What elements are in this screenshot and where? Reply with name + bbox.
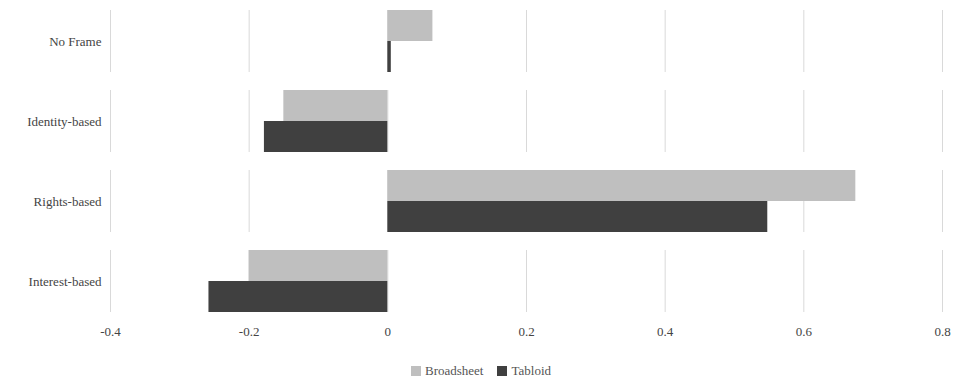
html-text:Broadsheet: Broadsheet: [425, 363, 484, 378]
svg-text:-0.4: -0.4: [100, 324, 121, 339]
svg-text:Identity-based: Identity-based: [27, 114, 102, 129]
svg-text:No Frame: No Frame: [49, 34, 102, 49]
svg-text:0.6: 0.6: [796, 324, 813, 339]
svg-text:0.2: 0.2: [518, 324, 534, 339]
svg-text:0.8: 0.8: [934, 324, 950, 339]
svg-text:0: 0: [385, 324, 392, 339]
html-text:Tabloid: Tabloid: [511, 363, 551, 378]
svg-text:Interest-based: Interest-based: [29, 274, 102, 289]
svg-text:Rights-based: Rights-based: [34, 194, 102, 209]
svg-text:0.4: 0.4: [657, 324, 674, 339]
svg-text:-0.2: -0.2: [239, 324, 260, 339]
